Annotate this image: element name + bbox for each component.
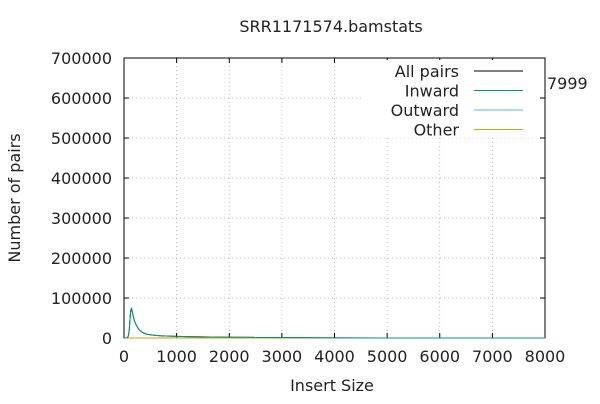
y-tick-label: 200000 (51, 249, 112, 268)
x-tick-label: 6000 (419, 347, 460, 366)
x-tick-label: 3000 (262, 347, 303, 366)
legend-label: Other (414, 121, 460, 140)
stray-label: 7999 (547, 74, 588, 93)
y-tick-label: 600000 (51, 89, 112, 108)
legend-label: Inward (405, 82, 459, 101)
x-axis-label: Insert Size (290, 376, 374, 395)
y-tick-label: 700000 (51, 49, 112, 68)
x-tick-label: 0 (119, 347, 129, 366)
y-tick-label: 0 (102, 329, 112, 348)
x-tick-label: 2000 (209, 347, 250, 366)
x-tick-label: 4000 (314, 347, 355, 366)
x-tick-label: 7000 (472, 347, 513, 366)
legend-label: All pairs (395, 62, 459, 81)
x-tick-label: 1000 (156, 347, 197, 366)
y-tick-label: 100000 (51, 289, 112, 308)
y-axis-label: Number of pairs (5, 133, 24, 262)
x-tick-label: 5000 (367, 347, 408, 366)
chart-title: SRR1171574.bamstats (239, 17, 422, 36)
y-tick-label: 300000 (51, 209, 112, 228)
legend-label: Outward (391, 101, 459, 120)
x-tick-label: 8000 (525, 347, 566, 366)
y-tick-label: 400000 (51, 169, 112, 188)
y-tick-label: 500000 (51, 129, 112, 148)
